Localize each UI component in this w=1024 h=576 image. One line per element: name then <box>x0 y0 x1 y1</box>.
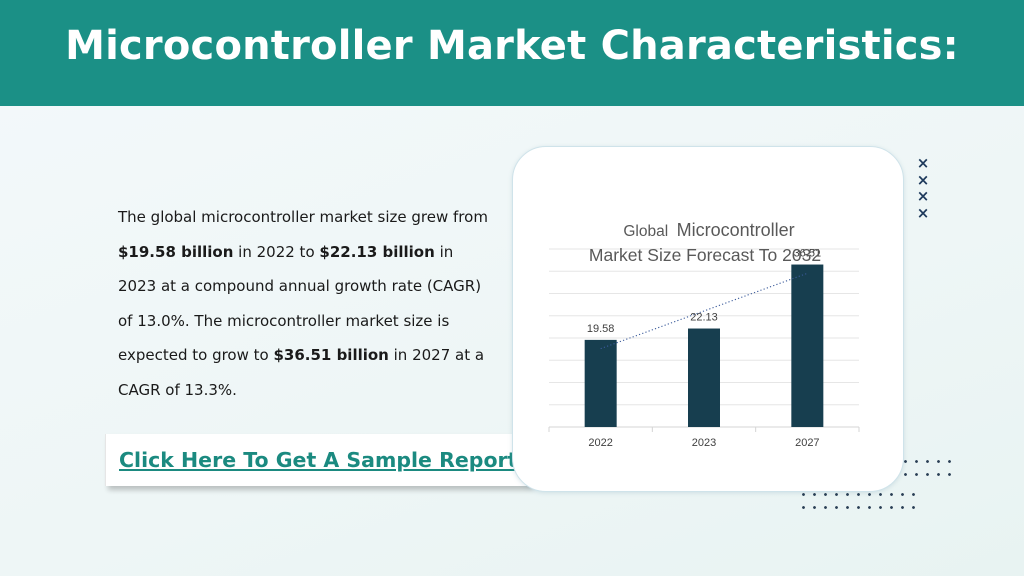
data-label-2023: 22.13 <box>690 312 718 324</box>
x-tick-label-2022: 2022 <box>588 437 612 449</box>
description-text-2: in 2022 to <box>233 242 320 261</box>
chart-title-word-global: Global <box>623 223 668 240</box>
dot-pattern-decoration <box>798 488 922 518</box>
description-text-3: in 2023 at a compound annual growth rate… <box>118 242 482 365</box>
dot-pattern-decoration <box>900 455 956 485</box>
bar-2022 <box>584 339 617 427</box>
description-text-1: The global microcontroller market size g… <box>118 208 488 226</box>
description-text-4: in 2027 at a CAGR of 13.3%. <box>118 346 485 399</box>
sample-report-link[interactable]: Click Here To Get A Sample Report <box>119 448 518 472</box>
cross-decoration: × × × × <box>914 155 932 221</box>
description-paragraph: The global microcontroller market size g… <box>118 200 488 407</box>
x-tick-label-2023: 2023 <box>692 437 716 449</box>
trend-line <box>600 272 808 350</box>
data-label-2022: 19.58 <box>587 323 615 335</box>
value-2022: $19.58 billion <box>118 242 234 261</box>
cross-icon: × <box>916 203 930 222</box>
x-tick-label-2027: 2027 <box>795 437 819 449</box>
value-2027: $36.51 billion <box>273 346 389 364</box>
cross-icon: × <box>916 170 930 189</box>
chart-title-line-2: Market Size Forecast To 2032 <box>589 245 821 265</box>
bar-chart: 19.58 2022 22.13 2023 36.51 2027 Global Micro… <box>548 220 860 449</box>
chart-card: 19.58 2022 22.13 2023 36.51 2027 Global Micro… <box>512 146 904 492</box>
cross-icon: × <box>916 187 930 205</box>
chart-title-line-1: Global Microcontroller <box>623 220 794 240</box>
data-label-2027: 36.51 <box>794 248 822 260</box>
bar-2027 <box>791 264 824 427</box>
cross-icon: × <box>916 154 930 172</box>
value-2023: $22.13 billion <box>319 242 435 261</box>
chart-title-word-microcontroller: Microcontroller <box>677 220 795 240</box>
page-title: Microcontroller Market Characteristics: <box>65 23 959 69</box>
sample-report-banner: Click Here To Get A Sample Report <box>105 434 530 486</box>
bar-2023 <box>688 328 720 427</box>
title-banner: Microcontroller Market Characteristics: <box>0 0 1024 106</box>
